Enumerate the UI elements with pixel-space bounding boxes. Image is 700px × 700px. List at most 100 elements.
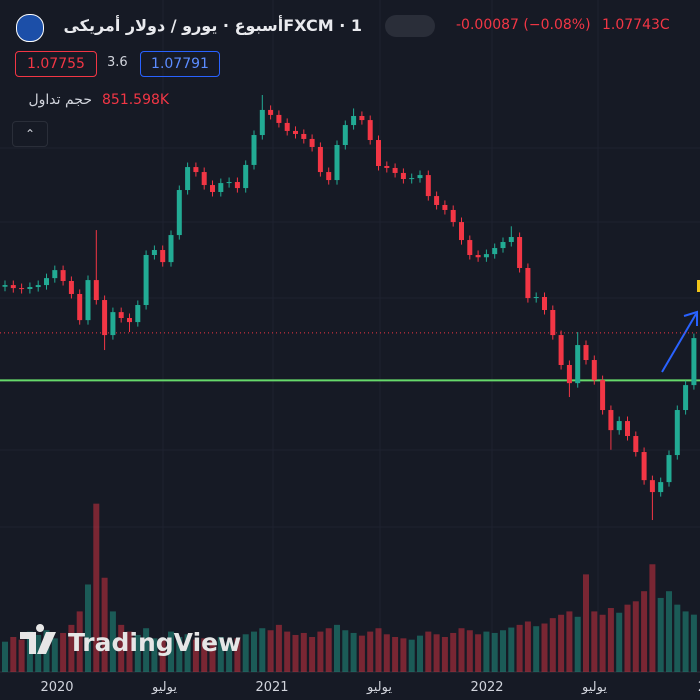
candle-body xyxy=(19,288,25,290)
volume-bar xyxy=(184,634,191,672)
volume-bar xyxy=(458,628,465,672)
volume-bar xyxy=(682,611,689,672)
candle-body xyxy=(492,248,498,255)
x-axis-label: 2 xyxy=(698,680,700,695)
candle-body xyxy=(193,167,199,173)
candle-body xyxy=(674,410,680,456)
candle-body xyxy=(151,250,157,255)
candle-body xyxy=(425,175,431,197)
volume-bar xyxy=(126,631,133,672)
volume-bar xyxy=(491,632,498,672)
volume-bar xyxy=(450,632,457,672)
candle-body xyxy=(127,318,132,323)
candle-body xyxy=(483,254,489,258)
volume-bar xyxy=(566,611,573,672)
volume-bar xyxy=(51,638,58,672)
volume-bar xyxy=(209,640,216,672)
candle-body xyxy=(243,164,249,189)
volume-bar xyxy=(68,624,75,672)
last-price: 1.07743C xyxy=(602,17,670,33)
volume-bar xyxy=(508,627,515,672)
volume-bar xyxy=(159,639,166,672)
candle-body xyxy=(176,190,182,236)
volume-bar xyxy=(176,636,183,672)
candle-body xyxy=(44,278,49,286)
toggle[interactable] xyxy=(385,15,435,37)
candle-body xyxy=(118,312,124,319)
volume-label: حجم تداول xyxy=(28,92,92,108)
candle-body xyxy=(68,280,74,294)
volume-bar xyxy=(168,631,174,672)
volume-bar xyxy=(558,614,565,672)
candle-body xyxy=(600,380,606,411)
volume-bar xyxy=(599,614,606,672)
candle-body xyxy=(110,312,116,336)
volume-bar xyxy=(367,631,374,672)
candle-body xyxy=(384,166,390,168)
volume-bar xyxy=(591,611,598,672)
volume-bar xyxy=(93,503,100,672)
candle-body xyxy=(475,255,481,258)
volume-bar xyxy=(475,634,482,672)
candle-body xyxy=(517,237,523,268)
volume-bar xyxy=(76,611,83,672)
spread: 3.6 xyxy=(107,55,128,70)
volume-bar xyxy=(607,608,614,672)
candle-body xyxy=(442,204,448,210)
candle-body xyxy=(268,109,274,115)
volume-bar xyxy=(641,591,648,672)
candle-body xyxy=(309,138,315,147)
candle-body xyxy=(467,240,473,255)
x-axis-label: يوليو xyxy=(581,680,607,695)
candle-body xyxy=(60,270,66,281)
volume-bar xyxy=(226,641,233,672)
volume-bar xyxy=(309,636,316,672)
volume-bar xyxy=(85,584,91,672)
volume-bar xyxy=(433,634,440,672)
candle-body xyxy=(566,365,572,384)
x-axis-label: 2022 xyxy=(470,680,503,695)
candle-body xyxy=(633,436,639,453)
volume-bar xyxy=(118,624,125,672)
volume-bar xyxy=(657,597,664,672)
collapse-button[interactable]: ⌃ xyxy=(12,121,48,147)
candle-body xyxy=(293,130,298,134)
flag-icon xyxy=(16,14,44,42)
candle-body xyxy=(434,196,440,205)
volume-bar xyxy=(101,577,108,672)
candle-body xyxy=(342,125,348,145)
candle-body xyxy=(218,183,224,192)
candle-body xyxy=(591,360,597,381)
volume-bar xyxy=(375,628,382,672)
candle-body xyxy=(102,300,108,336)
candle-body xyxy=(625,421,630,437)
volume-bar xyxy=(516,624,523,672)
candle-body xyxy=(550,310,556,336)
volume-bar xyxy=(10,636,17,672)
volume-bar xyxy=(690,614,697,672)
bid-box[interactable]: 1.07755 xyxy=(15,51,97,77)
volume-bar xyxy=(541,623,548,672)
volume-bar xyxy=(2,641,8,672)
volume-bar xyxy=(18,639,25,672)
candle-body xyxy=(259,109,265,136)
volume-bar xyxy=(632,601,639,672)
volume-bar xyxy=(259,628,266,672)
volume-bar xyxy=(624,604,631,672)
candle-body xyxy=(508,237,514,243)
volume-bar xyxy=(500,630,506,672)
candle-body xyxy=(392,167,398,173)
volume-bar xyxy=(417,635,423,672)
candle-body xyxy=(450,209,456,223)
ask-box[interactable]: 1.07791 xyxy=(140,51,220,77)
volume-bar xyxy=(383,634,390,672)
volume-bar xyxy=(574,616,581,672)
volume-bar xyxy=(109,611,116,672)
symbol-title: FXCM · 1أسبوع · يورو / دولار أمريكى xyxy=(63,16,362,35)
candle-body xyxy=(683,385,689,411)
candle-body xyxy=(334,145,340,181)
candle-body xyxy=(284,122,290,131)
candle-body xyxy=(542,297,547,310)
candle-body xyxy=(359,115,365,121)
volume-bar xyxy=(151,638,158,672)
